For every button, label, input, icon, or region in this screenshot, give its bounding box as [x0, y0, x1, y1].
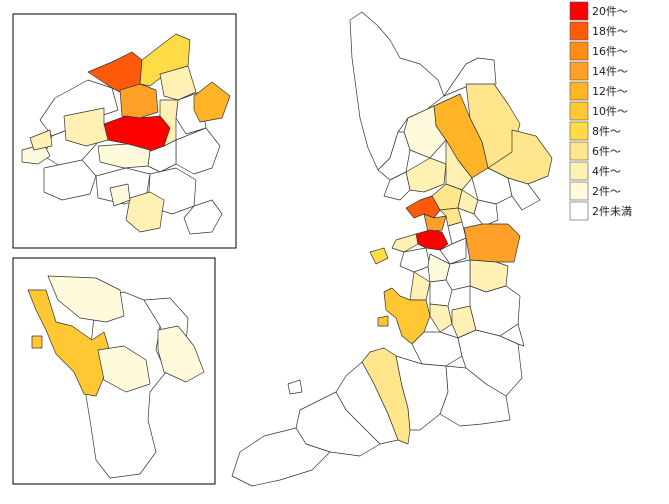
legend-item: 8件～: [569, 121, 621, 141]
municipality-region[interactable]: [499, 323, 525, 347]
legend-swatch: [569, 161, 589, 181]
municipality-region[interactable]: [231, 427, 331, 487]
legend-label: 2件未満: [592, 205, 632, 218]
legend-item: 6件～: [569, 141, 621, 161]
municipality-region[interactable]: [405, 157, 447, 193]
ward-region[interactable]: [63, 107, 109, 147]
legend-swatch: [569, 21, 589, 41]
inset-sakai-regions: [27, 275, 205, 479]
municipality-region[interactable]: [429, 279, 453, 307]
municipality-region[interactable]: [439, 365, 511, 427]
inset-sakai: [12, 257, 216, 485]
legend-label: 8件～: [592, 125, 621, 138]
legend-label: 14件～: [592, 65, 628, 78]
legend-label: 20件～: [592, 5, 628, 18]
legend-label: 10件～: [592, 105, 628, 118]
legend-swatch: [569, 81, 589, 101]
municipality-region[interactable]: [473, 199, 499, 227]
legend: 20件～ 18件～ 16件～ 14件～ 12件～ 10件～ 8件～ 6件～ 4件～ 2件～ 2件未満: [569, 1, 632, 221]
municipality-region[interactable]: [395, 355, 449, 431]
ward-region[interactable]: [125, 191, 165, 233]
sakai-region[interactable]: [47, 275, 125, 323]
municipality-region[interactable]: [445, 259, 471, 291]
municipality-region[interactable]: [507, 177, 541, 211]
inset-city-wards: [12, 13, 237, 249]
ward-region[interactable]: [193, 81, 231, 123]
legend-label: 4件～: [592, 165, 621, 178]
legend-swatch: [569, 1, 589, 21]
legend-item: 2件未満: [569, 201, 632, 221]
ward-region[interactable]: [43, 159, 97, 201]
sakai-region[interactable]: [31, 335, 43, 349]
municipality-region[interactable]: [391, 233, 419, 253]
legend-item: 10件～: [569, 101, 628, 121]
ward-region[interactable]: [119, 83, 159, 119]
legend-label: 12件～: [592, 85, 628, 98]
legend-item: 14件～: [569, 61, 628, 81]
legend-label: 2件～: [592, 185, 621, 198]
legend-swatch: [569, 201, 589, 221]
municipality-region[interactable]: [463, 223, 521, 263]
ward-region[interactable]: [159, 99, 179, 147]
ward-region[interactable]: [97, 143, 151, 169]
legend-swatch: [569, 141, 589, 161]
municipality-region[interactable]: [383, 287, 431, 345]
municipality-region[interactable]: [411, 331, 463, 367]
sakai-region[interactable]: [157, 325, 205, 383]
sakai-region[interactable]: [97, 345, 151, 393]
legend-item: 12件～: [569, 81, 628, 101]
municipality-region[interactable]: [399, 247, 431, 273]
inset-city-wards-regions: [21, 33, 231, 235]
municipality-region[interactable]: [405, 195, 441, 219]
ward-region[interactable]: [109, 183, 131, 207]
municipality-region[interactable]: [369, 247, 389, 265]
municipality-region[interactable]: [377, 315, 389, 327]
municipality-region[interactable]: [439, 237, 467, 265]
municipality-region[interactable]: [287, 379, 303, 395]
municipality-region[interactable]: [423, 213, 447, 233]
legend-item: 18件～: [569, 21, 628, 41]
legend-swatch: [569, 41, 589, 61]
municipality-region[interactable]: [415, 229, 449, 251]
main-map: [231, 11, 553, 487]
legend-label: 16件～: [592, 45, 628, 58]
legend-swatch: [569, 121, 589, 141]
legend-label: 18件～: [592, 25, 628, 38]
legend-label: 6件～: [592, 145, 621, 158]
legend-swatch: [569, 61, 589, 81]
municipality-region[interactable]: [429, 303, 453, 333]
legend-item: 4件～: [569, 161, 621, 181]
municipality-region[interactable]: [409, 271, 431, 301]
ward-region[interactable]: [183, 199, 223, 235]
legend-item: 16件～: [569, 41, 628, 61]
legend-item: 2件～: [569, 181, 621, 201]
ward-region[interactable]: [29, 129, 53, 151]
legend-swatch: [569, 101, 589, 121]
ward-region[interactable]: [159, 65, 197, 101]
municipality-region[interactable]: [383, 171, 411, 201]
legend-item: 20件～: [569, 1, 628, 21]
legend-swatch: [569, 181, 589, 201]
